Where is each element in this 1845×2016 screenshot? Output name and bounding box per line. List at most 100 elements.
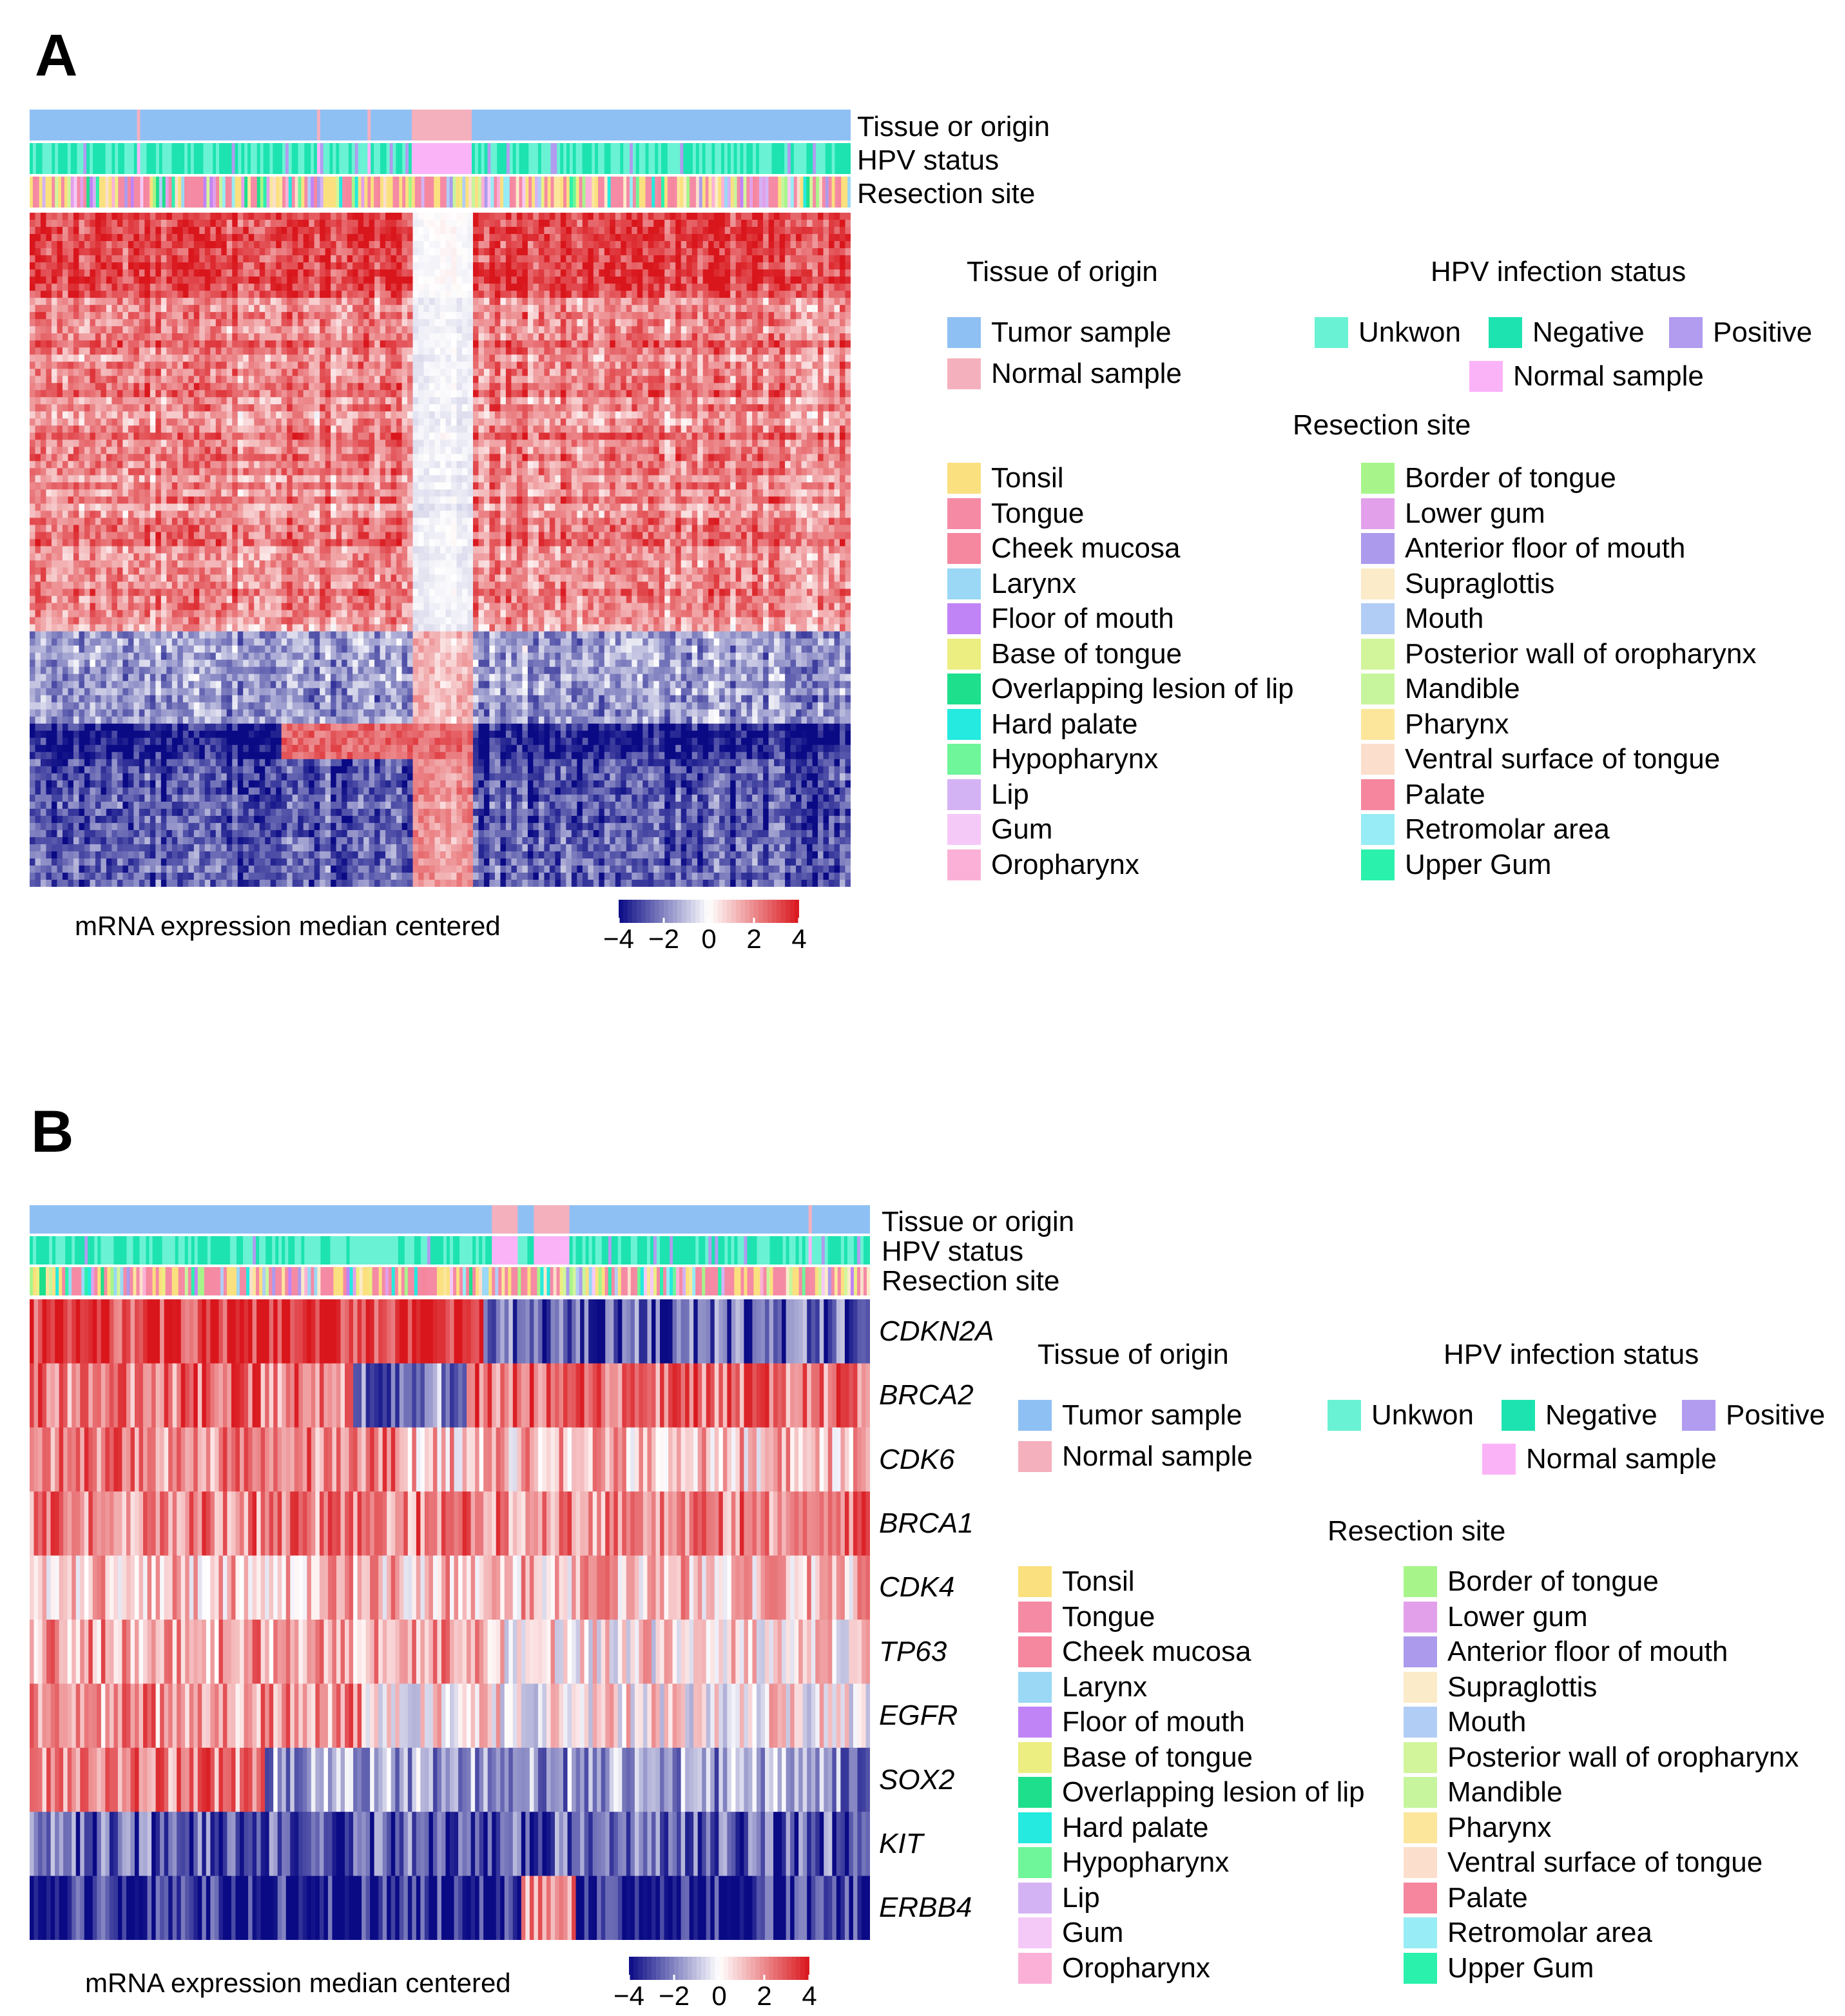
heatmap-cell: [785, 284, 791, 291]
hpv-cell: [778, 143, 782, 174]
heatmap-cell: [807, 390, 813, 398]
heatmap-cell: [243, 369, 249, 376]
heatmap-cell: [232, 376, 238, 383]
heatmap-cell: [670, 369, 676, 376]
heatmap-cell: [823, 390, 829, 398]
heatmap-cell: [434, 269, 441, 277]
heatmap-cell: [385, 255, 392, 263]
heatmap-cell: [472, 220, 479, 228]
heatmap-cell: [429, 269, 436, 277]
heatmap-cell: [566, 305, 572, 313]
heatmap-cell: [746, 220, 753, 228]
heatmap-cell: [632, 291, 638, 298]
heatmap-cell: [106, 276, 112, 284]
heatmap-cell: [287, 362, 293, 369]
heatmap-cell: [215, 319, 222, 327]
resection-cell: [190, 177, 195, 208]
heatmap-cell: [232, 347, 238, 355]
heatmap-cell: [73, 326, 80, 334]
tissue-cell: [819, 110, 823, 141]
heatmap-cell: [40, 276, 47, 284]
heatmap-cell: [637, 248, 643, 256]
heatmap-cell: [353, 312, 359, 320]
heatmap-cell: [796, 220, 802, 228]
heatmap-cell: [713, 312, 720, 320]
heatmap-cell: [681, 347, 687, 355]
heatmap-cell: [68, 213, 74, 220]
heatmap-cell: [128, 248, 134, 256]
heatmap-cell: [150, 298, 156, 305]
heatmap-cell: [779, 333, 786, 341]
hpv-cell: [661, 143, 665, 174]
heatmap-cell: [40, 362, 47, 369]
heatmap-cell: [150, 369, 156, 376]
heatmap-cell: [637, 354, 643, 362]
heatmap-cell: [812, 333, 818, 341]
heatmap-cell: [342, 227, 348, 235]
heatmap-cell: [845, 227, 851, 235]
heatmap-cell: [483, 397, 490, 405]
heatmap-cell: [829, 269, 835, 277]
heatmap-cell: [708, 340, 715, 348]
heatmap-cell: [418, 404, 425, 412]
resection-cell: [45, 177, 49, 208]
heatmap-cell: [160, 213, 167, 220]
heatmap-cell: [380, 227, 386, 235]
heatmap-cell: [68, 319, 74, 327]
heatmap-cell: [122, 269, 129, 277]
heatmap-cell: [331, 234, 337, 242]
heatmap-cell: [533, 333, 539, 341]
heatmap-cell: [527, 319, 534, 327]
panel-a-letter: A: [35, 23, 78, 88]
heatmap-cell: [265, 404, 271, 412]
heatmap-cell: [560, 291, 566, 298]
heatmap-cell: [342, 312, 348, 320]
heatmap-cell: [719, 241, 726, 249]
tissue-cell: [361, 110, 365, 141]
heatmap-cell: [237, 220, 244, 228]
heatmap-cell: [626, 291, 632, 298]
heatmap-cell: [757, 262, 764, 270]
heatmap-cell: [254, 262, 260, 270]
heatmap-cell: [752, 291, 758, 298]
heatmap-cell: [62, 262, 69, 270]
heatmap-cell: [648, 262, 654, 270]
resection-cell: [503, 177, 507, 208]
heatmap-cell: [768, 326, 775, 334]
heatmap-cell: [155, 262, 162, 270]
heatmap-cell: [68, 220, 74, 228]
heatmap-cell: [790, 319, 797, 327]
heatmap-cell: [232, 227, 238, 235]
heatmap-cell: [429, 347, 436, 355]
tissue-cell: [260, 110, 264, 141]
heatmap-cell: [834, 248, 840, 256]
hpv-cell: [396, 143, 400, 174]
heatmap-cell: [582, 383, 588, 391]
hpv-cell: [364, 143, 368, 174]
heatmap-cell: [358, 340, 364, 348]
heatmap-cell: [347, 262, 353, 270]
heatmap-cell: [117, 291, 123, 298]
heatmap-cell: [133, 284, 140, 291]
heatmap-cell: [757, 354, 764, 362]
heatmap-cell: [95, 326, 102, 334]
heatmap-cell: [741, 347, 748, 355]
hpv-cell: [348, 143, 353, 174]
heatmap-cell: [697, 333, 704, 341]
heatmap-cell: [303, 284, 309, 291]
heatmap-cell: [653, 255, 660, 263]
heatmap-cell: [336, 298, 342, 305]
hpv-cell: [677, 143, 681, 174]
tissue-cell: [244, 110, 248, 141]
heatmap-cell: [664, 220, 671, 228]
heatmap-cell: [237, 362, 244, 369]
heatmap-cell: [166, 397, 173, 405]
heatmap-cell: [461, 213, 468, 220]
heatmap-cell: [670, 241, 676, 249]
heatmap-cell: [593, 284, 599, 291]
heatmap-cell: [111, 227, 118, 235]
tissue-cell: [108, 110, 112, 141]
heatmap-cell: [746, 333, 753, 341]
heatmap-cell: [796, 241, 802, 249]
heatmap-cell: [309, 213, 315, 220]
